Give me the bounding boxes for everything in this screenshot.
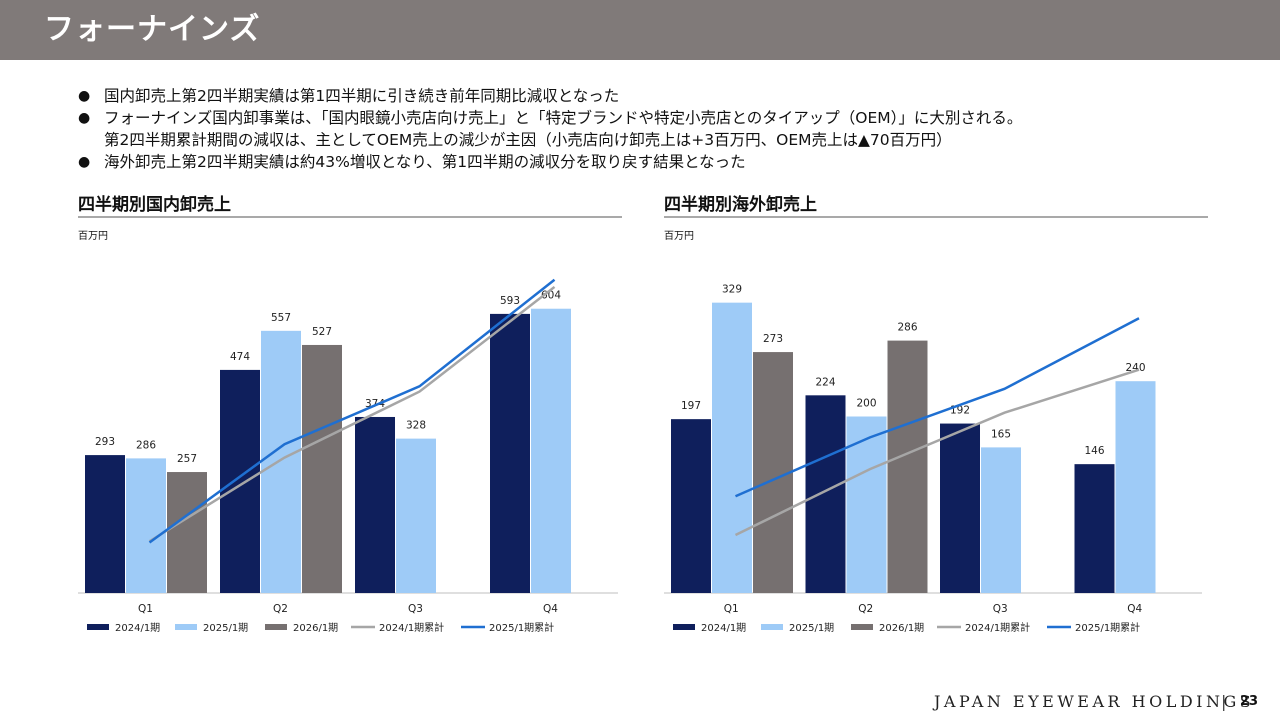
overseas-category-label: Q4 xyxy=(1127,603,1142,615)
bullet-dot: ● xyxy=(78,88,91,104)
overseas-category-label: Q1 xyxy=(724,603,739,615)
domestic-legend-swatch xyxy=(87,624,109,630)
overseas-bar xyxy=(805,395,846,593)
domestic-unit-label: 百万円 xyxy=(78,231,108,242)
domestic-bar xyxy=(85,455,125,593)
page-title: フォーナインズ xyxy=(44,12,261,47)
domestic-chart-title: 四半期別国内卸売上 xyxy=(78,195,231,215)
bullet-dot: ● xyxy=(78,154,91,170)
overseas-legend-label: 2025/1期累計 xyxy=(1075,621,1140,634)
bullet-dot: ● xyxy=(78,110,91,126)
domestic-data-label: 257 xyxy=(177,453,197,465)
overseas-bar xyxy=(1115,381,1156,593)
domestic-bar xyxy=(220,369,260,593)
bullet-item: ● フォーナインズ国内卸事業は、「国内眼鏡小売店向け売上」と「特定ブランドや特定… xyxy=(78,107,1258,151)
overseas-chart-title: 四半期別海外卸売上 xyxy=(664,195,817,215)
overseas-bar xyxy=(981,447,1021,593)
domestic-bar xyxy=(126,458,166,593)
domestic-title-rule xyxy=(78,216,622,218)
domestic-bar xyxy=(355,416,395,593)
domestic-data-label: 527 xyxy=(312,326,332,338)
overseas-data-label: 197 xyxy=(681,400,701,412)
overseas-category-label: Q2 xyxy=(858,603,873,615)
domestic-legend-label: 2024/1期 xyxy=(115,622,160,634)
footer-separator: | xyxy=(1221,692,1227,711)
domestic-bar xyxy=(261,330,301,593)
overseas-category-label: Q3 xyxy=(993,603,1008,615)
domestic-data-label: 593 xyxy=(500,295,520,307)
page-number: 23 xyxy=(1240,694,1259,709)
domestic-bar xyxy=(396,438,436,593)
domestic-bar xyxy=(167,472,207,593)
domestic-data-label: 286 xyxy=(136,439,156,451)
domestic-legend-label: 2024/1期累計 xyxy=(379,621,444,634)
overseas-bar xyxy=(846,416,887,593)
bullet-item: ● 国内卸売上第2四半期実績は第1四半期に引き続き前年同期比減収となった xyxy=(78,85,1258,107)
domestic-bar xyxy=(531,308,571,593)
overseas-bar xyxy=(671,419,711,593)
bullet-list: ● 国内卸売上第2四半期実績は第1四半期に引き続き前年同期比減収となった ● フ… xyxy=(78,85,1258,173)
bullet-item: ● 海外卸売上第2四半期実績は約43%増収となり、第1四半期の減収分を取り戻す結… xyxy=(78,151,1258,173)
overseas-bar xyxy=(887,340,928,593)
domestic-legend-label: 2025/1期 xyxy=(203,622,248,634)
overseas-legend-label: 2025/1期 xyxy=(789,622,834,634)
domestic-legend-label: 2026/1期 xyxy=(293,622,338,634)
overseas-legend-label: 2024/1期 xyxy=(701,622,746,634)
overseas-data-label: 224 xyxy=(815,376,835,388)
overseas-data-label: 200 xyxy=(856,398,876,410)
domestic-cumulative-line xyxy=(148,285,556,543)
bullet-text: フォーナインズ国内卸事業は、「国内眼鏡小売店向け売上」と「特定ブランドや特定小売… xyxy=(104,109,1023,127)
overseas-legend-swatch xyxy=(851,624,873,630)
domestic-bar xyxy=(490,313,530,593)
overseas-bar xyxy=(1074,464,1115,593)
overseas-data-label: 146 xyxy=(1084,445,1104,457)
overseas-legend-label: 2026/1期 xyxy=(879,622,924,634)
domestic-category-label: Q1 xyxy=(138,603,153,615)
domestic-legend-swatch xyxy=(265,624,287,630)
overseas-legend-swatch xyxy=(761,624,783,630)
overseas-data-label: 273 xyxy=(763,333,783,345)
bullet-text: 国内卸売上第2四半期実績は第1四半期に引き続き前年同期比減収となった xyxy=(104,87,620,105)
header-bar: フォーナインズ xyxy=(0,0,1280,60)
overseas-bar xyxy=(940,423,980,593)
domestic-legend-swatch xyxy=(175,624,197,630)
domestic-legend-label: 2025/1期累計 xyxy=(489,621,554,634)
bullet-text: 海外卸売上第2四半期実績は約43%増収となり、第1四半期の減収分を取り戻す結果と… xyxy=(104,153,746,171)
overseas-data-label: 286 xyxy=(897,322,917,334)
overseas-bar xyxy=(712,302,752,593)
domestic-cumulative-line xyxy=(148,278,556,544)
overseas-unit-label: 百万円 xyxy=(664,231,694,242)
overseas-cumulative-line xyxy=(734,317,1140,498)
overseas-bar xyxy=(753,352,793,593)
overseas-title-rule xyxy=(664,216,1208,218)
domestic-data-label: 328 xyxy=(406,420,426,432)
overseas-legend-label: 2024/1期累計 xyxy=(965,621,1030,634)
bullet-text: 第2四半期累計期間の減収は、主としてOEM売上の減少が主因（小売店向け卸売上は+… xyxy=(104,131,952,149)
domestic-bar xyxy=(302,344,342,593)
domestic-data-label: 557 xyxy=(271,312,291,324)
domestic-data-label: 293 xyxy=(95,436,115,448)
footer-brand: JAPAN EYEWEAR HOLDINGS xyxy=(934,692,1255,711)
domestic-category-label: Q3 xyxy=(408,603,423,615)
domestic-category-label: Q2 xyxy=(273,603,288,615)
domestic-category-label: Q4 xyxy=(543,603,558,615)
domestic-data-label: 474 xyxy=(230,351,250,363)
overseas-cumulative-line xyxy=(734,368,1140,537)
overseas-data-label: 329 xyxy=(722,284,742,296)
overseas-legend-swatch xyxy=(673,624,695,630)
overseas-data-label: 165 xyxy=(991,428,1011,440)
